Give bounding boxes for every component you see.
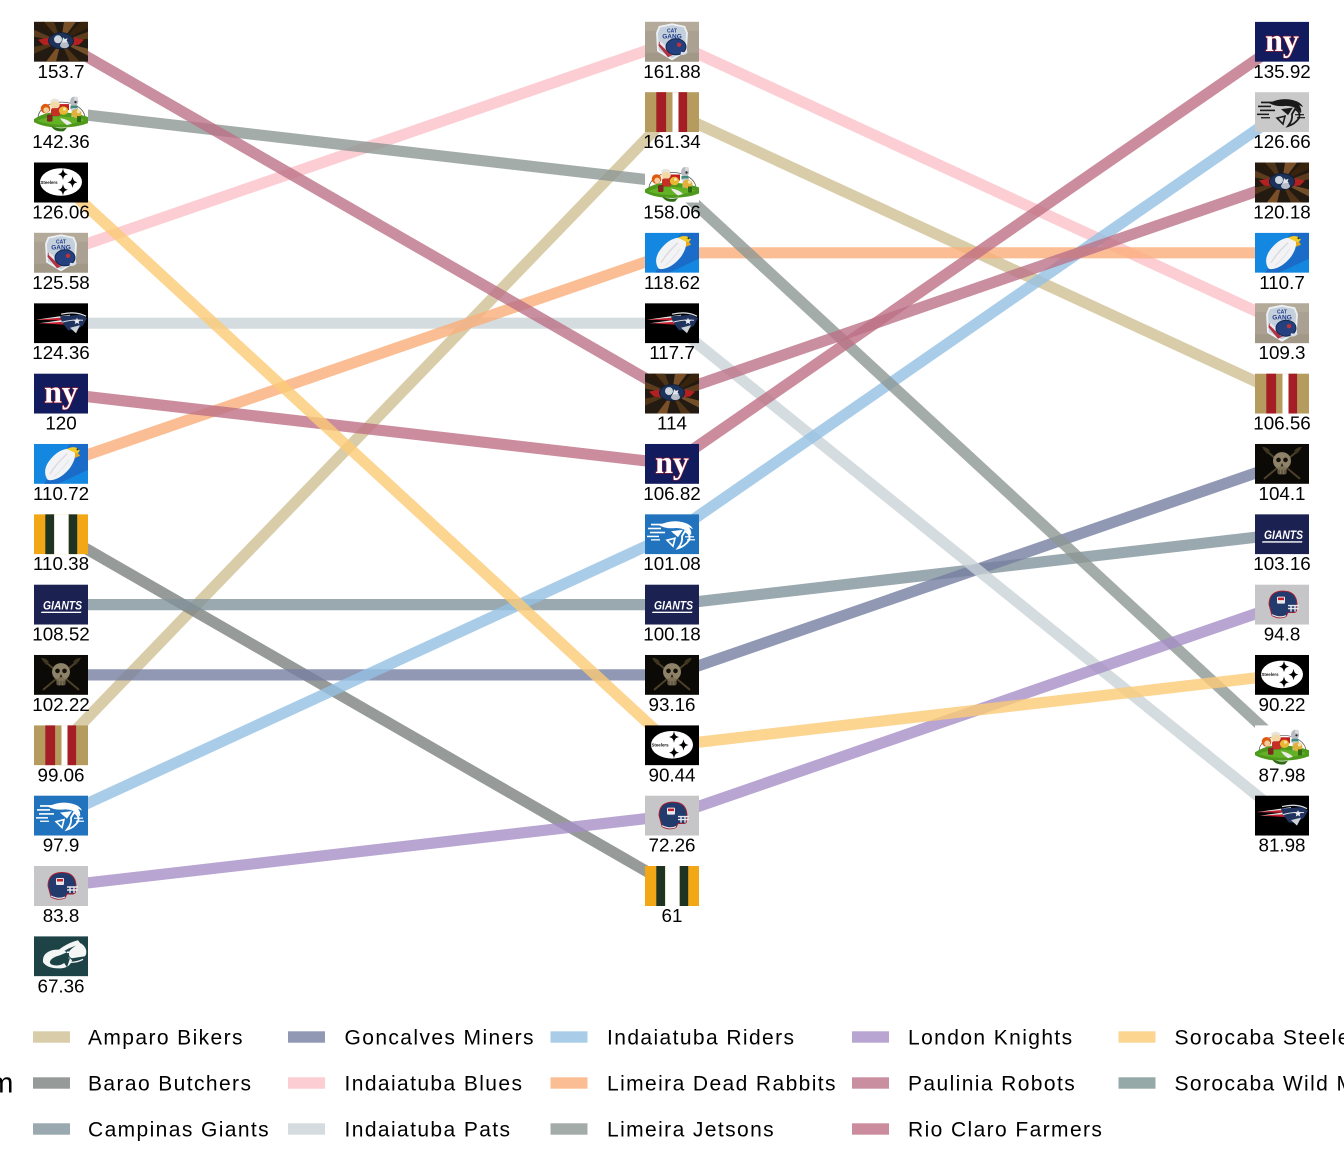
svg-text:108.52: 108.52 [32, 624, 89, 645]
svg-text:Barao Butchers: Barao Butchers [88, 1073, 252, 1096]
svg-text:124.36: 124.36 [32, 342, 89, 363]
svg-text:61: 61 [662, 905, 683, 926]
svg-text:90.44: 90.44 [649, 764, 696, 785]
svg-text:110.38: 110.38 [33, 553, 89, 574]
svg-text:83.8: 83.8 [43, 905, 80, 926]
svg-text:93.16: 93.16 [649, 694, 696, 715]
svg-text:110.72: 110.72 [33, 483, 89, 504]
svg-text:Amparo Bikers: Amparo Bikers [88, 1027, 244, 1050]
svg-text:158.06: 158.06 [643, 202, 700, 223]
svg-text:Goncalves Miners: Goncalves Miners [345, 1027, 535, 1050]
svg-text:125.58: 125.58 [32, 272, 89, 293]
svg-text:Indaiatuba Riders: Indaiatuba Riders [607, 1027, 795, 1050]
svg-text:102.22: 102.22 [32, 694, 89, 715]
svg-text:Rio Claro Farmers: Rio Claro Farmers [908, 1119, 1103, 1142]
svg-text:114: 114 [657, 413, 687, 434]
svg-text:153.7: 153.7 [38, 61, 85, 82]
svg-text:103.16: 103.16 [1253, 553, 1310, 574]
svg-text:161.88: 161.88 [643, 61, 700, 82]
svg-text:Sorocaba Wild Mustangs: Sorocaba Wild Mustangs [1175, 1073, 1344, 1096]
svg-text:Indaiatuba Blues: Indaiatuba Blues [345, 1073, 524, 1096]
svg-text:99.06: 99.06 [38, 764, 85, 785]
svg-text:72.26: 72.26 [649, 835, 696, 856]
svg-text:161.34: 161.34 [643, 131, 700, 152]
svg-text:142.36: 142.36 [32, 131, 89, 152]
svg-text:106.56: 106.56 [1253, 413, 1310, 434]
svg-text:101.08: 101.08 [643, 553, 700, 574]
svg-text:109.3: 109.3 [1259, 342, 1306, 363]
svg-text:104.1: 104.1 [1259, 483, 1306, 504]
svg-text:90.22: 90.22 [1259, 694, 1306, 715]
svg-text:110.7: 110.7 [1259, 272, 1305, 293]
svg-text:117.7: 117.7 [649, 342, 695, 363]
svg-text:126.66: 126.66 [1253, 131, 1310, 152]
svg-text:97.9: 97.9 [43, 835, 80, 856]
svg-text:120: 120 [45, 413, 76, 434]
svg-text:87.98: 87.98 [1259, 764, 1306, 785]
svg-text:100.18: 100.18 [643, 624, 700, 645]
svg-text:120.18: 120.18 [1253, 202, 1310, 223]
svg-text:126.06: 126.06 [32, 202, 89, 223]
svg-text:Sorocaba Steelers: Sorocaba Steelers [1175, 1027, 1344, 1050]
svg-text:Indaiatuba Pats: Indaiatuba Pats [345, 1119, 512, 1142]
svg-text:Limeira Dead Rabbits: Limeira Dead Rabbits [607, 1073, 837, 1096]
svg-text:94.8: 94.8 [1264, 624, 1301, 645]
svg-text:London Knights: London Knights [908, 1027, 1074, 1050]
svg-text:81.98: 81.98 [1259, 835, 1306, 856]
svg-text:67.36: 67.36 [38, 975, 85, 996]
svg-text:118.62: 118.62 [644, 272, 700, 293]
svg-text:Paulinia Robots: Paulinia Robots [908, 1073, 1076, 1096]
svg-text:Team: Team [0, 1068, 13, 1100]
svg-text:Limeira Jetsons: Limeira Jetsons [607, 1119, 775, 1142]
svg-text:106.82: 106.82 [643, 483, 700, 504]
svg-text:Campinas Giants: Campinas Giants [88, 1119, 270, 1142]
svg-text:135.92: 135.92 [1253, 61, 1310, 82]
